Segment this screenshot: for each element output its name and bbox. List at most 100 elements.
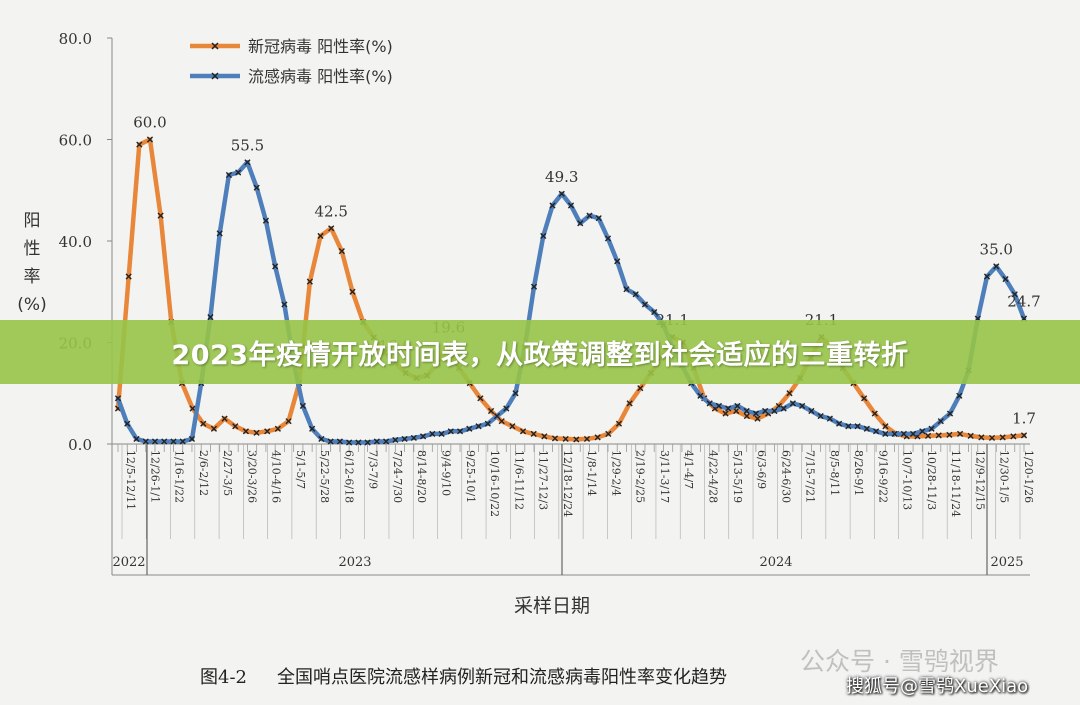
covid-point (722, 410, 729, 417)
x-tick-label: 12/5-12/11 (124, 450, 137, 510)
covid-point (146, 136, 154, 143)
covid-point (338, 248, 345, 255)
covid-point (1010, 433, 1017, 440)
flu-point (909, 430, 917, 437)
figure-caption: 图4-2 全国哨点医院流感样病例新冠和流感病毒阳性率变化趋势 (200, 663, 727, 689)
covid-point (487, 407, 495, 415)
flu-point (475, 423, 482, 430)
flu-point (484, 420, 491, 427)
covid-data-label: 42.5 (314, 202, 347, 220)
flu-point (854, 423, 861, 430)
flu-point (715, 402, 723, 410)
flu-data-label: 55.5 (231, 136, 264, 154)
y-tick-label: 80.0 (59, 30, 92, 48)
y-tick-label: 0.0 (68, 436, 92, 454)
flu-point (891, 430, 898, 437)
flu-legend-marker (211, 72, 219, 80)
watermark-account: 公众号 · 雪鸮视界 (800, 647, 999, 676)
x-tick-label: 9/16-9/22 (876, 450, 889, 503)
flu-point (641, 301, 649, 308)
flu-point (429, 430, 436, 437)
flu-point (900, 430, 907, 437)
flu-point (863, 425, 870, 432)
y-axis: 0.020.040.060.080.0 (59, 30, 112, 454)
x-tick-label: 3/20-3/26 (245, 450, 258, 503)
flu-data-label: 24.7 (1007, 293, 1040, 311)
x-tick-label: 8/14-8/20 (415, 450, 428, 503)
flu-point (882, 430, 889, 437)
covid-point (274, 425, 281, 432)
flu-data-label: 35.0 (980, 240, 1013, 258)
covid-point (328, 225, 335, 232)
x-tick-label: 11/18-11/24 (949, 450, 962, 517)
covid-point (562, 435, 569, 443)
covid-point (221, 415, 228, 422)
covid-point (349, 288, 356, 295)
flu-point (743, 407, 750, 415)
flu-series-line (115, 160, 1027, 445)
flu-point (928, 425, 935, 432)
x-tick-label: 6/24-6/30 (779, 450, 792, 503)
flu-point (771, 407, 778, 415)
x-tick-label: 9/4-9/10 (440, 450, 453, 496)
flu-point (493, 412, 501, 420)
flu-point (762, 407, 769, 415)
covid-point (285, 418, 292, 425)
flu-point (207, 314, 214, 321)
covid-point (946, 431, 953, 438)
x-tick-label: 5/22-5/28 (318, 450, 331, 503)
flu-point (262, 217, 270, 224)
x-tick-label: 9/25-10/1 (464, 450, 477, 503)
flu-point (697, 392, 704, 399)
flu-point (808, 407, 815, 415)
x-tick-label: 11/6-11/12 (512, 450, 525, 510)
flu-point (188, 435, 196, 443)
covid-data-label: 1.7 (1012, 409, 1036, 427)
flu-point (151, 438, 159, 445)
flu-point (364, 439, 371, 446)
x-tick-label: 7/15-7/21 (804, 450, 817, 503)
legend: 新冠病毒 阳性率(%) 流感病毒 阳性率(%) (190, 37, 393, 86)
watermark-site: 搜狐号@雪鸮XueXiao (846, 676, 1029, 697)
covid-point (200, 420, 207, 427)
flu-point (272, 263, 279, 270)
title-banner: 2023年疫情开放时间表，从政策调整到社会适应的三重转折 (0, 320, 1080, 384)
flu-point (826, 415, 833, 422)
year-label: 2022 (112, 555, 145, 570)
flu-point (373, 438, 380, 445)
x-tick-label: 12/30-1/5 (998, 450, 1011, 503)
flu-legend-label: 流感病毒 阳性率(%) (248, 67, 393, 86)
x-tick-label: 12/9-12/15 (973, 450, 986, 510)
flu-point (309, 425, 316, 432)
flu-point (503, 405, 510, 412)
y-tick-label: 60.0 (59, 132, 92, 150)
x-tick-label: 6/12-6/18 (342, 450, 355, 503)
flu-point (530, 283, 538, 290)
flu-point (244, 159, 251, 166)
x-tick-label: 2/19-2/25 (634, 450, 647, 503)
x-tick-label: 2/27-3/5 (221, 450, 234, 496)
flu-point (346, 439, 353, 446)
flu-point (706, 400, 713, 407)
flu-point (512, 390, 519, 397)
flu-point (383, 438, 390, 445)
flu-point (466, 425, 473, 432)
covid-point (999, 434, 1006, 441)
covid-point (530, 430, 537, 437)
flu-point (651, 308, 658, 316)
flu-point (567, 202, 575, 209)
covid-data-label: 60.0 (133, 114, 166, 132)
covid-point (1020, 432, 1028, 439)
flu-point (734, 402, 741, 410)
x-tick-label: 8/5-8/11 (828, 450, 841, 496)
flu-point (170, 438, 177, 445)
year-label: 2024 (759, 555, 792, 570)
flu-point (725, 405, 732, 412)
x-axis-label: 采样日期 (514, 595, 590, 617)
covid-point (498, 418, 505, 425)
flu-point (577, 220, 584, 227)
x-tick-label: 7/24-7/30 (391, 450, 404, 503)
covid-point (583, 435, 591, 443)
x-axis: 12/5-12/11 12/26-1/1 1/16-1/22 2/6-2/12 2/27… (112, 444, 1035, 575)
